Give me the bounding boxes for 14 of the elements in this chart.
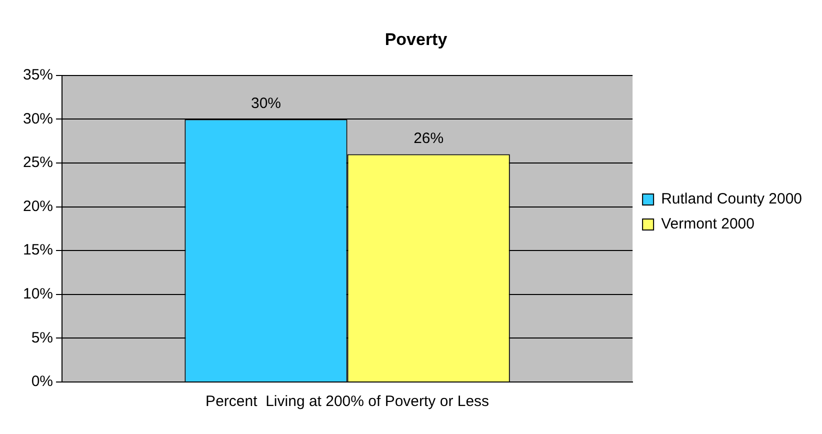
chart-title: Poverty — [384, 30, 448, 49]
x-tick-label: Percent Living at 200% of Poverty or Less — [206, 393, 490, 410]
data-label: 26% — [414, 130, 444, 147]
y-tick-label: 10% — [22, 286, 54, 303]
y-tick-label: 20% — [22, 198, 54, 215]
legend-label: Vermont 2000 — [661, 216, 754, 233]
data-label: 30% — [250, 94, 282, 112]
y-tick-label: 0% — [31, 373, 54, 390]
y-tick-label: 5% — [31, 329, 54, 346]
y-tick-label: 15% — [22, 242, 54, 259]
legend-label: Rutland County 2000 — [661, 190, 802, 208]
y-tick-label: 35% — [22, 66, 54, 84]
y-tick-label: 25% — [22, 154, 54, 172]
y-tick-label: 30% — [22, 110, 54, 128]
